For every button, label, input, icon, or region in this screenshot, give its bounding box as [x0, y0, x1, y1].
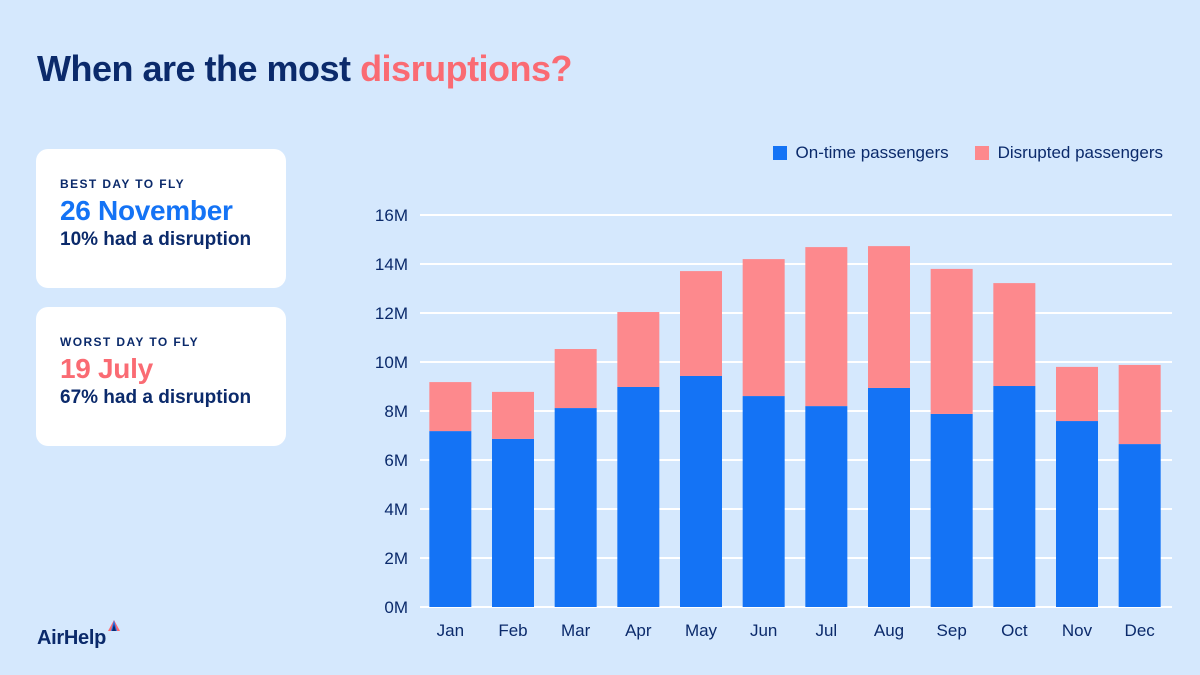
bar-disrupted-apr — [617, 312, 660, 387]
best-day-kicker: BEST DAY TO FLY — [60, 177, 186, 191]
x-tick-label: Nov — [1062, 621, 1093, 640]
y-tick-label: 14M — [375, 255, 408, 274]
bar-disrupted-dec — [1118, 364, 1161, 445]
legend-item-disrupted: Disrupted passengers — [974, 143, 1163, 163]
title-prefix: When are the most — [37, 48, 361, 89]
x-tick-label: Aug — [874, 621, 904, 640]
bar-ontime-sep — [930, 413, 973, 607]
title-accent: disruptions? — [360, 48, 573, 89]
legend-swatch-disrupted — [974, 146, 989, 160]
y-tick-label: 0M — [384, 598, 408, 617]
bar-ontime-dec — [1118, 444, 1161, 607]
bar-ontime-jan — [429, 431, 472, 607]
legend-item-ontime: On-time passengers — [772, 143, 949, 163]
best-day-card: BEST DAY TO FLY 26 November 10% had a di… — [36, 149, 286, 288]
x-tick-label: Apr — [625, 621, 652, 640]
bar-disrupted-sep — [930, 268, 973, 414]
logo-mark-icon — [108, 620, 120, 631]
bar-ontime-oct — [993, 386, 1036, 607]
bar-ontime-nov — [1056, 421, 1098, 607]
bar-disrupted-may — [680, 271, 722, 376]
worst-day-kicker: WORST DAY TO FLY — [60, 335, 200, 349]
bar-ontime-feb — [492, 438, 534, 607]
y-tick-label: 8M — [384, 402, 408, 421]
best-day-date: 26 November — [60, 195, 233, 226]
bar-ontime-jun — [742, 396, 785, 607]
legend-label-disrupted: Disrupted passengers — [997, 143, 1163, 162]
x-tick-label: May — [685, 621, 718, 640]
x-tick-label: Jul — [815, 621, 837, 640]
bar-ontime-mar — [554, 408, 597, 607]
x-tick-label: Sep — [937, 621, 967, 640]
bar-ontime-apr — [617, 386, 660, 607]
x-tick-label: Oct — [1001, 621, 1028, 640]
bar-disrupted-feb — [492, 391, 534, 439]
x-tick-label: Dec — [1125, 621, 1156, 640]
legend-swatch-ontime — [772, 146, 787, 160]
bar-disrupted-nov — [1056, 366, 1098, 422]
x-tick-label: Jan — [437, 621, 464, 640]
legend-label-ontime: On-time passengers — [795, 143, 949, 162]
worst-day-stat: 67% had a disruption — [60, 387, 252, 408]
y-tick-label: 10M — [375, 353, 408, 372]
y-tick-label: 6M — [384, 451, 408, 470]
worst-day-date: 19 July — [60, 353, 153, 384]
x-tick-label: Feb — [498, 621, 527, 640]
y-tick-label: 12M — [375, 304, 408, 323]
bar-disrupted-oct — [993, 283, 1036, 387]
x-tick-label: Mar — [561, 621, 591, 640]
y-tick-label: 4M — [384, 500, 408, 519]
airhelp-logo: AirHelp — [37, 620, 120, 650]
y-tick-label: 16M — [375, 206, 408, 225]
bar-disrupted-jun — [742, 259, 785, 397]
page-title: When are the most disruptions? — [37, 48, 573, 90]
chart-legend: On-time passengers Disrupted passengers — [772, 143, 1163, 163]
y-tick-label: 2M — [384, 549, 408, 568]
bar-disrupted-mar — [554, 349, 597, 409]
x-tick-label: Jun — [750, 621, 777, 640]
brand-name: AirHelp — [37, 627, 107, 649]
worst-day-card: WORST DAY TO FLY 19 July 67% had a disru… — [36, 307, 286, 446]
bar-disrupted-jul — [805, 247, 848, 407]
bar-disrupted-aug — [868, 246, 910, 388]
best-day-stat: 10% had a disruption — [60, 229, 252, 250]
bar-ontime-aug — [868, 387, 910, 607]
bar-ontime-jul — [805, 406, 848, 607]
bar-ontime-may — [680, 375, 722, 607]
bar-disrupted-jan — [429, 382, 472, 432]
